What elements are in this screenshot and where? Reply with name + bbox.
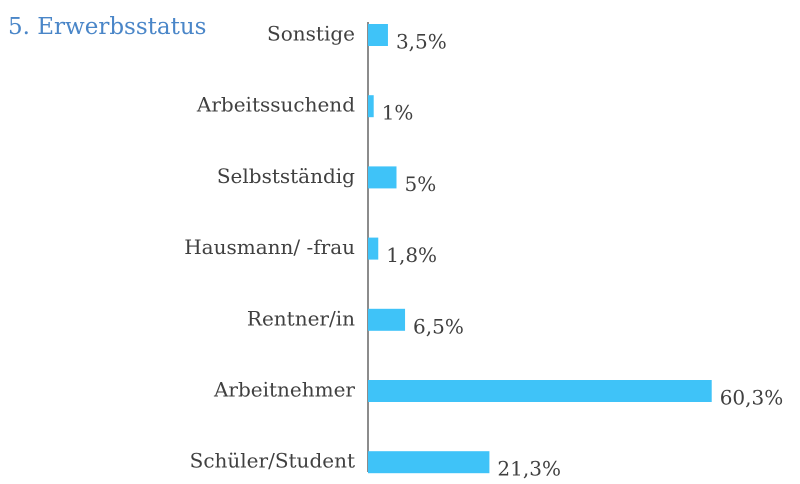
value-label: 21,3% [497, 457, 561, 481]
value-label: 6,5% [413, 314, 464, 338]
bar [368, 237, 379, 260]
bar [368, 24, 388, 46]
bar [368, 95, 374, 118]
value-label: 1% [382, 101, 414, 125]
chart-title: 5. Erwerbsstatus [8, 14, 206, 40]
category-label: Schüler/Student [190, 449, 355, 473]
category-label: Arbeitnehmer [213, 378, 355, 402]
category-label: Selbstständig [217, 164, 355, 188]
category-label: Rentner/in [247, 306, 355, 330]
category-label: Hausmann/ -frau [184, 235, 355, 259]
category-label: Sonstige [267, 22, 355, 46]
bar [368, 166, 397, 189]
bar [368, 380, 712, 402]
value-label: 5% [405, 172, 437, 196]
bar [368, 451, 490, 474]
value-label: 1,8% [386, 243, 437, 267]
bar [368, 308, 406, 331]
value-label: 60,3% [720, 386, 784, 410]
value-label: 3,5% [396, 30, 447, 54]
category-label: Arbeitssuchend [196, 93, 355, 117]
